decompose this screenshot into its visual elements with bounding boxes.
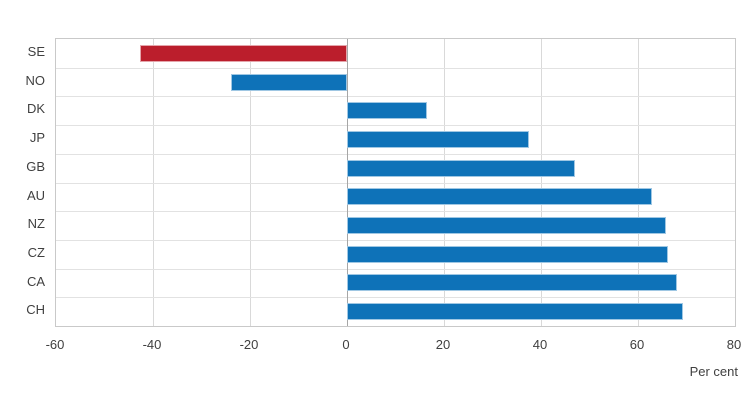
row-separator [56, 125, 735, 127]
category-label-no: NO [25, 72, 46, 88]
bar-jp [347, 130, 530, 148]
category-label-cz: CZ [27, 244, 45, 260]
x-axis-unit-label: Per cent [689, 364, 738, 379]
category-label-se: SE [27, 44, 45, 59]
x-tick-label: 0 [342, 337, 350, 352]
bar-ca [347, 274, 677, 292]
category-label-ch: CH [26, 302, 45, 318]
category-label-au: AU [26, 187, 45, 203]
row-separator [56, 211, 735, 213]
row-separator [56, 153, 735, 155]
bar-au [347, 188, 652, 206]
x-tick-label: -60 [45, 337, 65, 352]
category-label-dk: DK [26, 101, 45, 117]
x-tick-label: 40 [532, 337, 548, 352]
row-separator [56, 67, 735, 69]
bar-dk [347, 102, 427, 120]
x-tick-label: -20 [239, 337, 259, 352]
zero-gridline [347, 39, 348, 326]
bar-cz [347, 245, 668, 263]
bar-se [139, 44, 347, 62]
x-tick-label: 60 [629, 337, 645, 352]
bar-ch [347, 303, 683, 321]
bar-gb [347, 159, 575, 177]
plot-area [55, 38, 736, 327]
row-separator [56, 239, 735, 241]
category-label-jp: JP [29, 130, 45, 146]
row-separator [56, 182, 735, 184]
category-label-gb: GB [26, 158, 45, 174]
x-tick-label: 80 [726, 337, 742, 352]
x-tick-label: 20 [435, 337, 451, 352]
row-separator [56, 96, 735, 98]
row-separator [56, 297, 735, 299]
x-tick-label: -40 [142, 337, 162, 352]
bar-nz [347, 217, 666, 234]
category-label-nz: NZ [27, 216, 45, 232]
row-separator [56, 268, 735, 270]
category-label-ca: CA [26, 273, 45, 289]
bar-no [230, 73, 347, 91]
